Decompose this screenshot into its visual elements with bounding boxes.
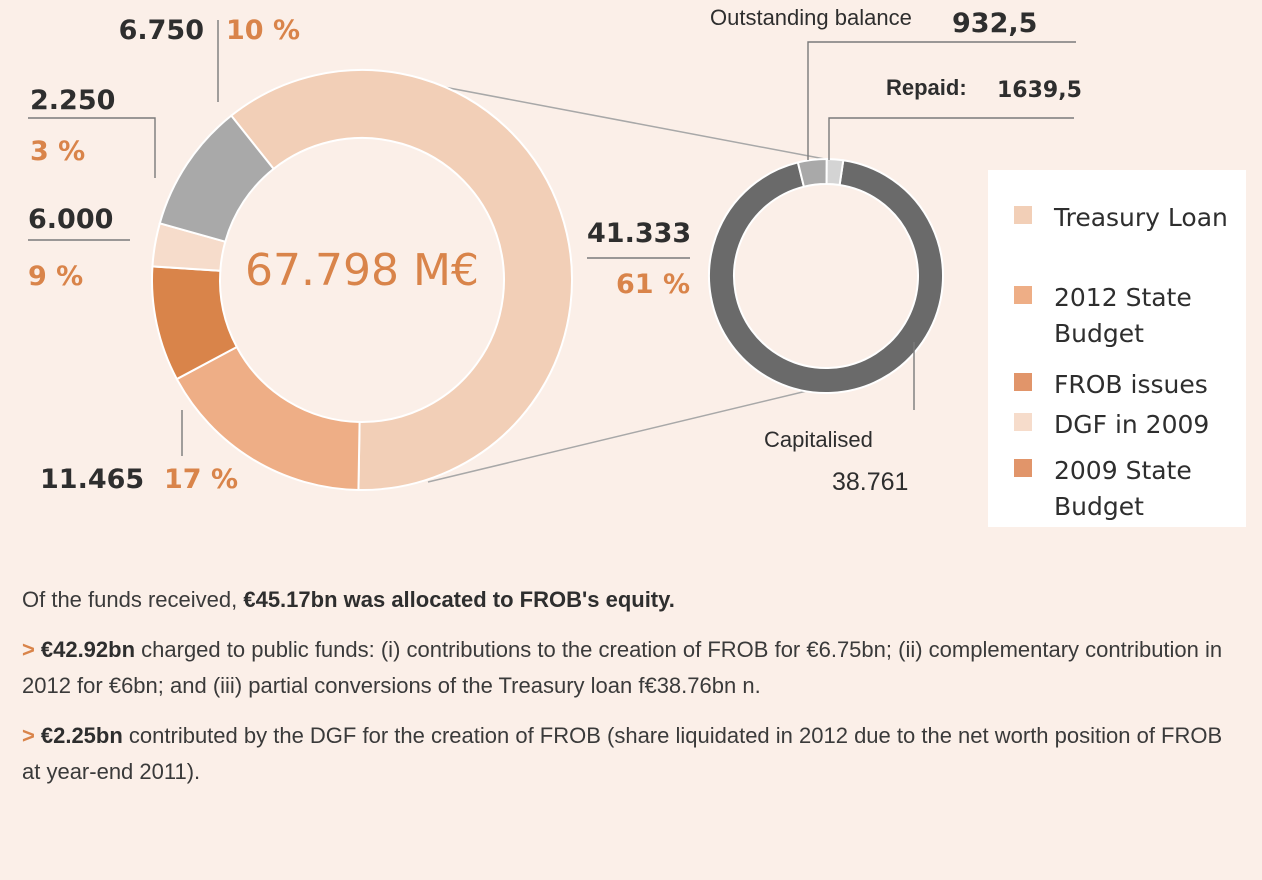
bullet-public-funds: > €42.92bn charged to public funds: (i) c… — [22, 632, 1237, 704]
intro-bold-text: €45.17bn was allocated to FROB's equity. — [243, 587, 675, 612]
bullet-amount: €42.92bn — [40, 637, 136, 662]
label-frob-issues-value: 6.000 — [28, 204, 113, 235]
label-outstanding-name: Outstanding balance — [710, 5, 912, 30]
chevron-right-icon: > — [22, 637, 35, 662]
intro-text: Of the funds received, — [22, 587, 244, 612]
label-repaid-value: 1639,5 — [997, 78, 1082, 103]
slice-capitalised — [708, 159, 944, 394]
bullet-dgf: > €2.25bn contributed by the DGF for the … — [22, 718, 1237, 790]
label-2009-state-budget-value: 6.750 — [119, 15, 204, 46]
label-dgf-2009-value: 2.250 — [30, 85, 115, 116]
legend-item: 2009 State Budget — [1014, 453, 1244, 525]
legend-item: DGF in 2009 — [1014, 407, 1244, 443]
legend: Treasury Loan 2012 State Budget FROB iss… — [988, 170, 1246, 527]
label-2012-state-budget-pct: 17 % — [164, 464, 238, 495]
legend-label: FROB issues — [1054, 370, 1208, 399]
label-treasury-loan-pct: 61 % — [616, 269, 690, 300]
main-donut — [151, 69, 573, 491]
bullet-amount: €2.25bn — [40, 723, 123, 748]
slice-repaid — [796, 158, 828, 188]
leader-outstanding — [807, 41, 1076, 160]
slice-treasury-loan — [229, 69, 573, 491]
description-text: Of the funds received, €45.17bn was allo… — [22, 582, 1237, 804]
label-capitalised-name: Capitalised — [764, 427, 873, 452]
zoom-line-bottom — [427, 383, 837, 483]
label-repaid-name: Repaid: — [886, 75, 967, 100]
intro-paragraph: Of the funds received, €45.17bn was allo… — [22, 582, 1237, 618]
legend-label: Treasury Loan — [1054, 203, 1228, 232]
leader-lines — [28, 20, 1076, 456]
center-total-label: 67.798 M€ — [245, 245, 479, 296]
legend-swatch — [1014, 286, 1032, 304]
bullet-text: contributed by the DGF for the creation … — [22, 723, 1223, 784]
slice-outstanding-balance — [825, 157, 845, 187]
label-2009-state-budget-pct: 10 % — [226, 15, 300, 46]
legend-item: 2012 State Budget — [1014, 280, 1244, 352]
leader-repaid — [828, 117, 1074, 160]
leader-dgf-2009 — [28, 117, 156, 178]
label-capitalised-value: 38.761 — [832, 468, 908, 496]
legend-swatch — [1014, 373, 1032, 391]
legend-item: Treasury Loan — [1014, 200, 1244, 236]
breakdown-donut — [708, 157, 944, 394]
legend-item: FROB issues — [1014, 367, 1244, 403]
slice-2009-state-budget — [158, 114, 276, 243]
label-outstanding-value: 932,5 — [952, 8, 1037, 39]
bullet-text: charged to public funds: (i) contributio… — [22, 637, 1223, 698]
label-2012-state-budget-value: 11.465 — [40, 464, 144, 495]
label-treasury-loan-value: 41.333 — [587, 218, 691, 249]
legend-swatch — [1014, 206, 1032, 224]
legend-label: DGF in 2009 — [1054, 410, 1210, 439]
legend-label: 2012 State Budget — [1054, 283, 1192, 348]
label-frob-issues-pct: 9 % — [28, 261, 83, 292]
legend-label: 2009 State Budget — [1054, 456, 1192, 521]
donut-charts: 6.750 10 % 2.250 3 % 6.000 9 % 11.465 17… — [28, 5, 1082, 496]
chevron-right-icon: > — [22, 723, 35, 748]
legend-swatch — [1014, 413, 1032, 431]
zoom-line-top — [427, 83, 831, 161]
label-dgf-2009-pct: 3 % — [30, 136, 85, 167]
legend-swatch — [1014, 459, 1032, 477]
